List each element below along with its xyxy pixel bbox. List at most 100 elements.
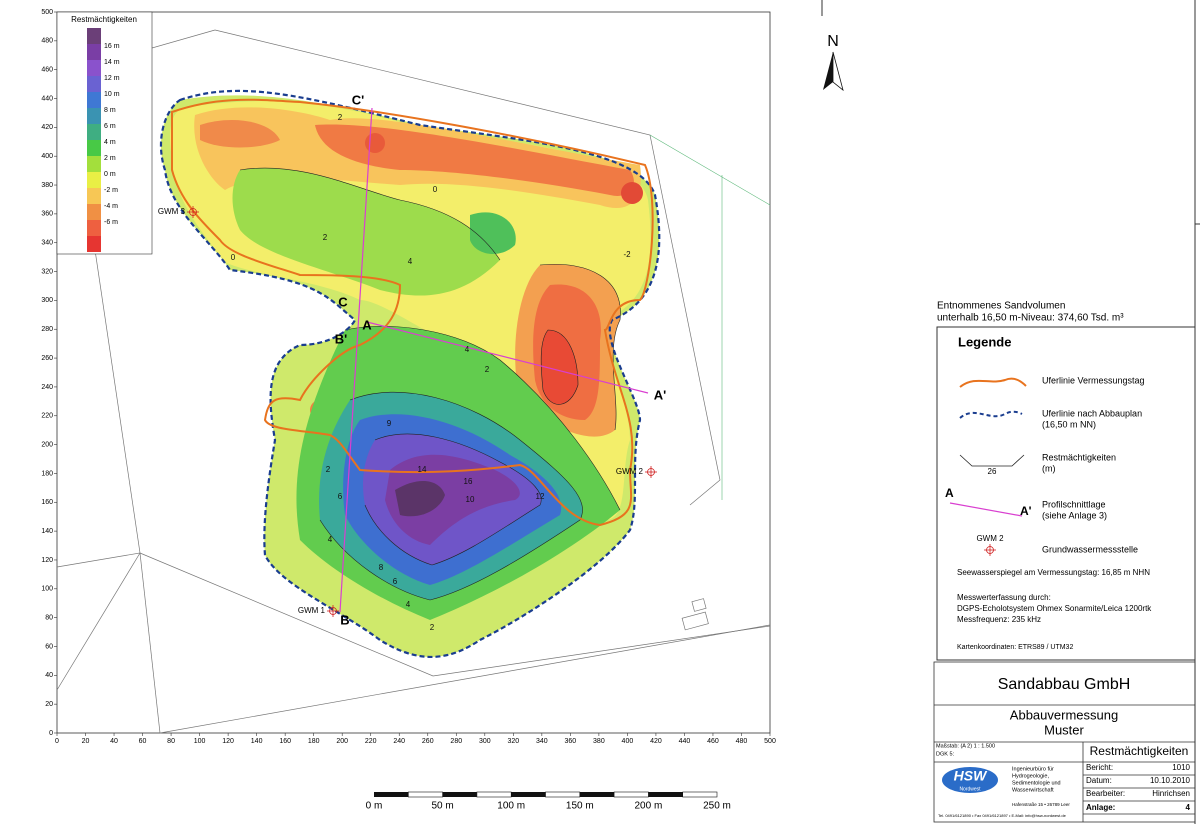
y-tick-label: 240 bbox=[41, 384, 53, 391]
legend-items: Uferlinie Vermessungstag Uferlinie nach A… bbox=[1042, 375, 1145, 554]
legend-note: DGPS-Echolotsystem Ohmex Sonarmite/Leica… bbox=[957, 604, 1152, 613]
scale-segment bbox=[613, 791, 649, 798]
y-tick-label: 180 bbox=[41, 470, 53, 477]
y-tick-label: 400 bbox=[41, 153, 53, 160]
colorbar-band bbox=[87, 108, 101, 124]
y-tick-label: 440 bbox=[41, 95, 53, 102]
contour-label: 8 bbox=[379, 563, 384, 572]
colorbar-band bbox=[87, 60, 101, 76]
volume-text: Entnommenes Sandvolumen bbox=[937, 301, 1065, 312]
well-label: GWM 2 bbox=[616, 467, 644, 476]
legend-profile-label: A bbox=[945, 486, 954, 500]
y-tick-label: 320 bbox=[41, 268, 53, 275]
legend-note: Seewasserspiegel am Vermessungstag: 16,8… bbox=[957, 568, 1150, 577]
colorbar-band bbox=[87, 220, 101, 236]
logo-text: HSW bbox=[954, 768, 988, 784]
colorbar: 16 m 14 m 12 m 10 m 8 m 6 m 4 m 2 m 0 m -2 m -4 m -… bbox=[87, 28, 120, 252]
y-tick-label: 140 bbox=[41, 528, 53, 535]
legend-label: Grundwassermessstelle bbox=[1042, 544, 1138, 554]
well-symbol bbox=[327, 605, 339, 617]
logo-subtext: Nordwest bbox=[959, 786, 981, 792]
x-tick-label: 380 bbox=[593, 738, 605, 745]
profile-line-c-b bbox=[339, 107, 373, 613]
y-tick-label: 420 bbox=[41, 124, 53, 131]
legend-title: Legende bbox=[958, 334, 1011, 349]
y-tick-label: 380 bbox=[41, 182, 53, 189]
contour-label: 2 bbox=[326, 465, 331, 474]
north-arrow bbox=[832, 51, 844, 92]
contour-label: 4 bbox=[328, 535, 333, 544]
colorbar-band bbox=[87, 28, 101, 44]
y-tick-label: 340 bbox=[41, 240, 53, 247]
colorbar-band bbox=[87, 140, 101, 156]
logo bbox=[942, 767, 998, 793]
y-tick-label: 220 bbox=[41, 413, 53, 420]
x-tick-label: 500 bbox=[764, 738, 776, 745]
field-label: Bearbeiter: bbox=[1086, 789, 1125, 798]
well-label: GWM 1 bbox=[298, 606, 326, 615]
colorbar-label: -4 m bbox=[104, 203, 118, 210]
y-tick-label: 460 bbox=[41, 67, 53, 74]
planned-shoreline bbox=[159, 89, 661, 659]
colorbar-label: 16 m bbox=[104, 43, 120, 50]
firm-line: Ingenieurbüro für bbox=[1012, 766, 1054, 772]
volume-text: unterhalb 16,50 m-Niveau: 374,60 Tsd. m³ bbox=[937, 313, 1124, 324]
colorbar-label: 10 m bbox=[104, 91, 120, 98]
scale-label: 50 m bbox=[431, 801, 453, 812]
legend-note: Messwerterfassung durch: bbox=[957, 593, 1051, 602]
company-name: Sandabbau GmbH bbox=[998, 676, 1131, 693]
field-value: 4 bbox=[1186, 803, 1191, 812]
x-tick-label: 40 bbox=[110, 738, 118, 745]
x-tick-label: 320 bbox=[507, 738, 519, 745]
x-tick-label: 60 bbox=[139, 738, 147, 745]
contour-label: 2 bbox=[485, 365, 490, 374]
x-tick-label: 420 bbox=[650, 738, 662, 745]
colorbar-band bbox=[87, 92, 101, 108]
field-value: Hinrichsen bbox=[1152, 789, 1190, 798]
contour-label: 9 bbox=[387, 419, 392, 428]
project-title: Abbauvermessung bbox=[1010, 707, 1118, 722]
colorbar-label: 8 m bbox=[104, 107, 116, 114]
contour-label: 0 bbox=[231, 253, 236, 262]
title-block-frame bbox=[933, 661, 1196, 823]
profile-label: A' bbox=[654, 387, 666, 402]
legend-label: (16,50 m NN) bbox=[1042, 419, 1096, 429]
x-tick-label: 460 bbox=[707, 738, 719, 745]
firm-info: Ingenieurbüro fürHydrogeologie,Sedimento… bbox=[1012, 766, 1061, 793]
field-label: Datum: bbox=[1086, 776, 1112, 785]
y-tick-label: 260 bbox=[41, 355, 53, 362]
profile-label: B bbox=[340, 612, 349, 627]
y-tick-label: 40 bbox=[45, 672, 53, 679]
legend-label: Profilschnittlage bbox=[1042, 499, 1106, 509]
profile-label: C bbox=[338, 294, 348, 309]
y-tick-label: 0 bbox=[49, 730, 53, 737]
colorbar-label: 12 m bbox=[104, 75, 120, 82]
legend-frame bbox=[936, 326, 1196, 661]
scale-segment bbox=[407, 791, 443, 798]
colorbar-band bbox=[87, 124, 101, 140]
x-tick-label: 100 bbox=[194, 738, 206, 745]
contour-label: 4 bbox=[406, 600, 411, 609]
parcel-lines bbox=[649, 134, 771, 500]
colorbar-label: 14 m bbox=[104, 59, 120, 66]
colorbar-label: -2 m bbox=[104, 187, 118, 194]
firm-line: Wasserwirtschaft bbox=[1012, 787, 1054, 793]
x-tick-label: 180 bbox=[308, 738, 320, 745]
property-lines bbox=[56, 29, 771, 734]
survey-shoreline bbox=[171, 98, 654, 527]
field-value: 1010 bbox=[1172, 763, 1190, 772]
colorbar-label: 4 m bbox=[104, 139, 116, 146]
x-tick-label: 280 bbox=[450, 738, 462, 745]
y-tick-label: 280 bbox=[41, 326, 53, 333]
scale-segment bbox=[476, 791, 512, 798]
scale-label: 100 m bbox=[497, 801, 525, 812]
y-tick-label: 20 bbox=[45, 701, 53, 708]
colorbar-title: Restmächtigkeiten bbox=[71, 15, 137, 24]
contour-label: 2 bbox=[338, 113, 343, 122]
y-tick-label: 160 bbox=[41, 499, 53, 506]
x-tick-label: 300 bbox=[479, 738, 491, 745]
y-tick-label: 120 bbox=[41, 557, 53, 564]
contour-label: 2 bbox=[323, 233, 328, 242]
well-symbol bbox=[187, 206, 199, 218]
